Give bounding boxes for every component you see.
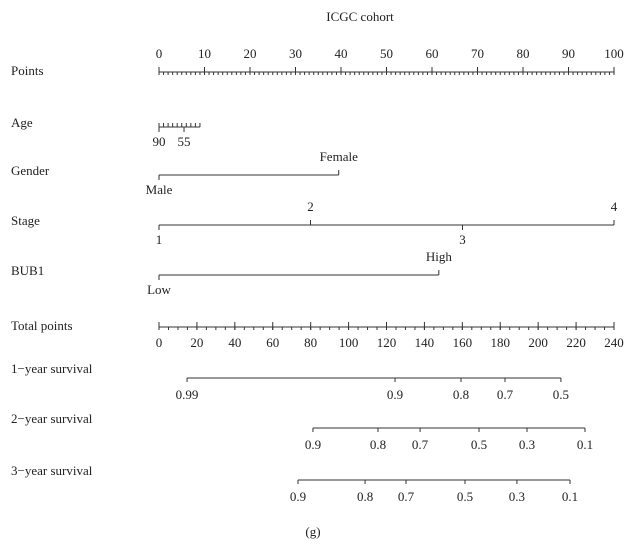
row-label: Stage: [11, 213, 40, 228]
tick-label: 10: [198, 46, 211, 61]
tick-label: 0.5: [457, 489, 473, 504]
tick-label: Low: [147, 282, 171, 297]
row-label: Gender: [11, 163, 50, 178]
tick-label: 60: [426, 46, 439, 61]
row-label: BUB1: [11, 263, 44, 278]
tick-label: 70: [471, 46, 484, 61]
tick-label: 0.5: [471, 437, 487, 452]
tick-label: 240: [604, 335, 624, 350]
row-label: 3−year survival: [11, 463, 93, 478]
row-label: 2−year survival: [11, 411, 93, 426]
row-label: 1−year survival: [11, 361, 93, 376]
tick-label: 0.7: [497, 387, 514, 402]
tick-label: 160: [453, 335, 473, 350]
chart-title: ICGC cohort: [326, 9, 394, 24]
tick-label: 2: [307, 199, 314, 214]
tick-label: 90: [562, 46, 575, 61]
tick-label: 100: [604, 46, 624, 61]
tick-label: 0.99: [176, 387, 199, 402]
tick-label: 140: [415, 335, 435, 350]
tick-label: 60: [266, 335, 279, 350]
row-label: Points: [11, 63, 44, 78]
tick-label: 0.3: [519, 437, 535, 452]
tick-label: 50: [380, 46, 393, 61]
row-label: Age: [11, 115, 33, 130]
tick-label: 0.8: [453, 387, 469, 402]
tick-label: 220: [566, 335, 586, 350]
tick-label: 0.7: [412, 437, 429, 452]
tick-label: 0.9: [290, 489, 306, 504]
tick-label: 0.7: [398, 489, 415, 504]
tick-label: Female: [320, 149, 358, 164]
tick-label: 120: [377, 335, 397, 350]
tick-label: 40: [335, 46, 348, 61]
tick-label: 180: [491, 335, 511, 350]
tick-label: 0.8: [357, 489, 373, 504]
tick-label: 0: [156, 46, 163, 61]
tick-label: 80: [517, 46, 530, 61]
tick-label: 80: [304, 335, 317, 350]
tick-label: 0.1: [562, 489, 578, 504]
tick-label: 20: [244, 46, 257, 61]
caption: (g): [305, 524, 320, 539]
tick-label: 3: [459, 232, 466, 247]
tick-label: 90: [153, 134, 166, 149]
tick-label: 0.9: [387, 387, 403, 402]
tick-label: 100: [339, 335, 359, 350]
tick-label: 0: [156, 335, 163, 350]
tick-label: 0.8: [370, 437, 386, 452]
tick-label: 30: [289, 46, 302, 61]
row-label: Total points: [11, 318, 73, 333]
tick-label: 4: [611, 199, 618, 214]
tick-label: Male: [146, 182, 173, 197]
tick-label: 0.3: [509, 489, 525, 504]
tick-label: 55: [178, 134, 191, 149]
tick-label: High: [426, 249, 453, 264]
tick-label: 0.9: [305, 437, 321, 452]
tick-label: 1: [156, 232, 163, 247]
tick-label: 0.5: [553, 387, 569, 402]
tick-label: 0.1: [577, 437, 593, 452]
tick-label: 40: [228, 335, 241, 350]
tick-label: 20: [190, 335, 203, 350]
tick-label: 200: [528, 335, 548, 350]
